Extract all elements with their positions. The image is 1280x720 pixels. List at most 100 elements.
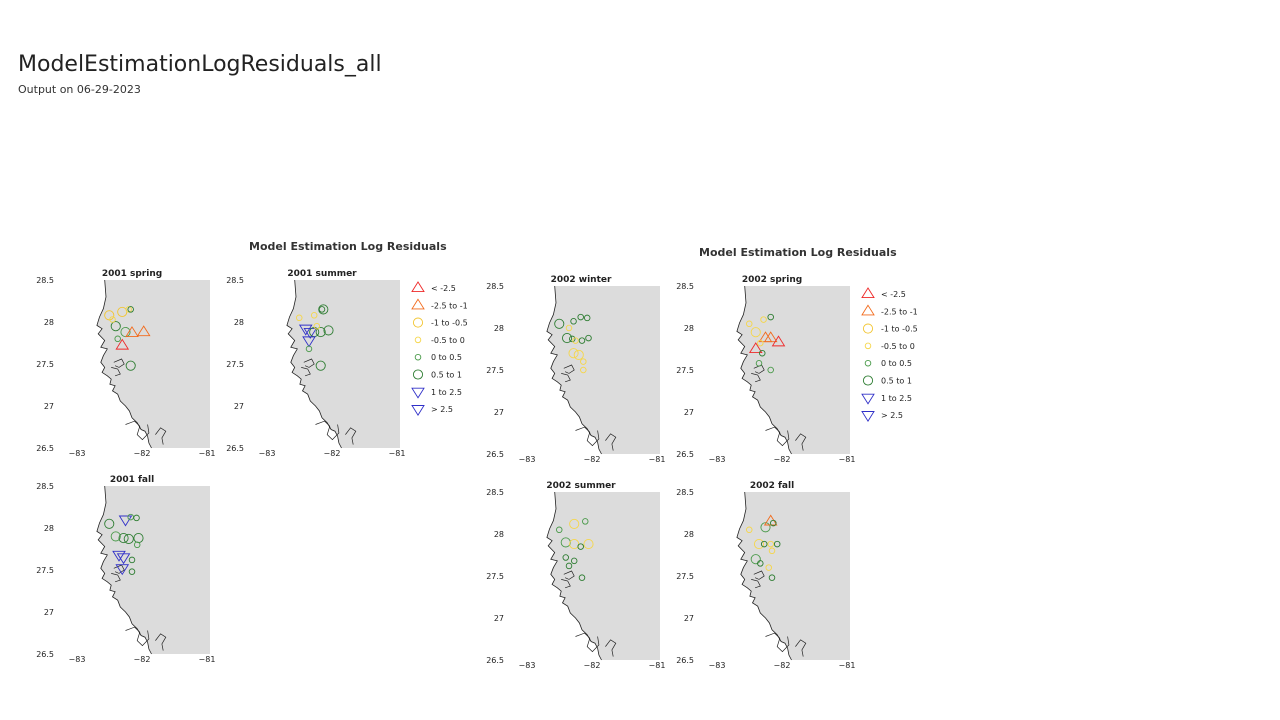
y-tick-0-2-4: 26.5 <box>36 650 54 659</box>
y-tick-1-3-2: 27.5 <box>676 572 694 581</box>
data-point-1-0-7 <box>585 334 592 342</box>
x-tick-0-0-1: −82 <box>134 449 151 458</box>
data-point-1-1-3 <box>750 327 761 338</box>
x-tick-0-1-0: −83 <box>259 449 276 458</box>
data-point-0-2-10 <box>116 553 131 565</box>
y-tick-0-0-2: 27.5 <box>36 360 54 369</box>
y-tick-1-2-2: 27.5 <box>486 572 504 581</box>
legend-marker-0-6 <box>411 387 425 399</box>
page-subtitle: Output on 06-29-2023 <box>18 83 141 96</box>
coastline-harbor2-0-1 <box>301 367 311 377</box>
data-point-1-3-1 <box>760 522 771 533</box>
data-point-1-3-6 <box>767 540 774 548</box>
y-tick-1-0-1: 28 <box>494 324 504 333</box>
legend-label-1-5: 0.5 to 1 <box>881 377 912 386</box>
data-point-0-2-5 <box>118 533 129 544</box>
x-tick-1-2-2: −81 <box>649 661 666 670</box>
data-point-1-0-5 <box>562 333 573 344</box>
coastline-harbor2-1-0 <box>561 373 571 383</box>
data-point-1-2-1 <box>569 518 580 529</box>
data-point-1-3-8 <box>768 547 776 555</box>
chart-group-2-title: Model Estimation Log Residuals <box>699 246 897 259</box>
data-point-0-2-3 <box>133 514 140 522</box>
data-point-1-0-8 <box>568 348 579 359</box>
data-point-0-2-13 <box>128 568 136 575</box>
y-tick-1-0-2: 27.5 <box>486 366 504 375</box>
x-tick-1-3-2: −81 <box>839 661 856 670</box>
coastline-bay2-0-0 <box>155 427 167 445</box>
data-point-0-1-4 <box>298 324 313 336</box>
coastline-harbor-1-0 <box>563 364 575 374</box>
coastline-harbor-1-3 <box>753 570 765 580</box>
y-tick-0-1-1: 28 <box>234 318 244 327</box>
data-point-1-1-11 <box>757 339 764 347</box>
legend-marker-0-4 <box>414 353 422 361</box>
x-tick-0-2-0: −83 <box>69 655 86 664</box>
legend-marker-0-0 <box>411 281 425 293</box>
map-land-0-1 <box>286 280 400 448</box>
legend-marker-1-5 <box>862 375 874 386</box>
data-point-1-3-9 <box>750 554 761 565</box>
data-point-1-3-0 <box>746 526 753 534</box>
data-point-1-1-0 <box>746 320 753 328</box>
data-point-1-3-7 <box>773 540 781 548</box>
y-tick-1-0-4: 26.5 <box>486 450 504 459</box>
data-point-0-0-4 <box>110 321 121 332</box>
y-tick-1-2-3: 27 <box>494 614 504 623</box>
y-tick-0-2-0: 28.5 <box>36 482 54 491</box>
y-tick-0-1-2: 27.5 <box>226 360 244 369</box>
coastline-harbor2-1-3 <box>751 579 761 589</box>
y-tick-1-1-2: 27.5 <box>676 366 694 375</box>
data-point-1-1-1 <box>760 316 767 323</box>
data-point-0-1-8 <box>323 325 334 336</box>
x-tick-0-0-2: −81 <box>199 449 216 458</box>
panel-title-1-2: 2002 summer <box>546 481 616 491</box>
legend-label-1-0: < -2.5 <box>881 290 906 299</box>
x-tick-0-1-2: −81 <box>389 449 406 458</box>
y-tick-1-3-1: 28 <box>684 530 694 539</box>
data-point-0-0-7 <box>136 325 151 337</box>
data-point-0-2-4 <box>110 531 121 542</box>
legend-marker-0-1 <box>411 298 425 310</box>
coastline-bay-1-1 <box>765 426 790 447</box>
y-tick-0-1-3: 27 <box>234 402 244 411</box>
y-tick-1-3-3: 27 <box>684 614 694 623</box>
legend-label-0-7: > 2.5 <box>431 405 453 414</box>
data-point-1-0-2 <box>577 313 584 321</box>
y-tick-1-2-4: 26.5 <box>486 656 504 665</box>
legend-label-1-7: > 2.5 <box>881 411 903 420</box>
data-point-0-1-0 <box>296 314 303 322</box>
data-point-0-0-8 <box>114 335 121 343</box>
chart-group-1-title: Model Estimation Log Residuals <box>249 240 447 253</box>
legend-label-1-6: 1 to 2.5 <box>881 394 912 403</box>
coastline-harbor-0-1 <box>303 358 315 368</box>
coastline-bay-0-0 <box>125 420 150 441</box>
data-point-0-2-6 <box>123 533 134 544</box>
map-land-1-3 <box>736 492 850 660</box>
data-point-1-1-5 <box>763 331 778 343</box>
legend-marker-1-4 <box>864 359 872 367</box>
coastline-harbor2-0-0 <box>111 367 121 377</box>
legend-label-1-3: -0.5 to 0 <box>881 342 915 351</box>
legend-label-0-0: < -2.5 <box>431 284 456 293</box>
coastline-harbor2-0-2 <box>111 573 121 583</box>
y-tick-1-1-3: 27 <box>684 408 694 417</box>
data-point-1-1-8 <box>759 349 766 357</box>
data-point-0-1-3 <box>318 306 326 313</box>
x-tick-1-0-2: −81 <box>649 455 666 464</box>
panel-title-0-0: 2001 spring <box>102 269 162 279</box>
data-point-0-2-9 <box>112 550 126 562</box>
y-tick-0-0-3: 27 <box>44 402 54 411</box>
coastline-bay2-1-1 <box>795 433 807 451</box>
coastline-bay-1-0 <box>575 426 600 447</box>
map-land-0-0 <box>96 280 210 448</box>
x-tick-0-0-0: −83 <box>69 449 86 458</box>
y-tick-0-2-2: 27.5 <box>36 566 54 575</box>
coastline-bay2-1-3 <box>795 639 807 657</box>
x-tick-1-3-0: −83 <box>709 661 726 670</box>
coastline-bay2-1-0 <box>605 433 617 451</box>
legend-label-0-6: 1 to 2.5 <box>431 388 462 397</box>
x-tick-1-0-1: −82 <box>584 455 601 464</box>
data-point-0-1-7 <box>315 327 326 338</box>
